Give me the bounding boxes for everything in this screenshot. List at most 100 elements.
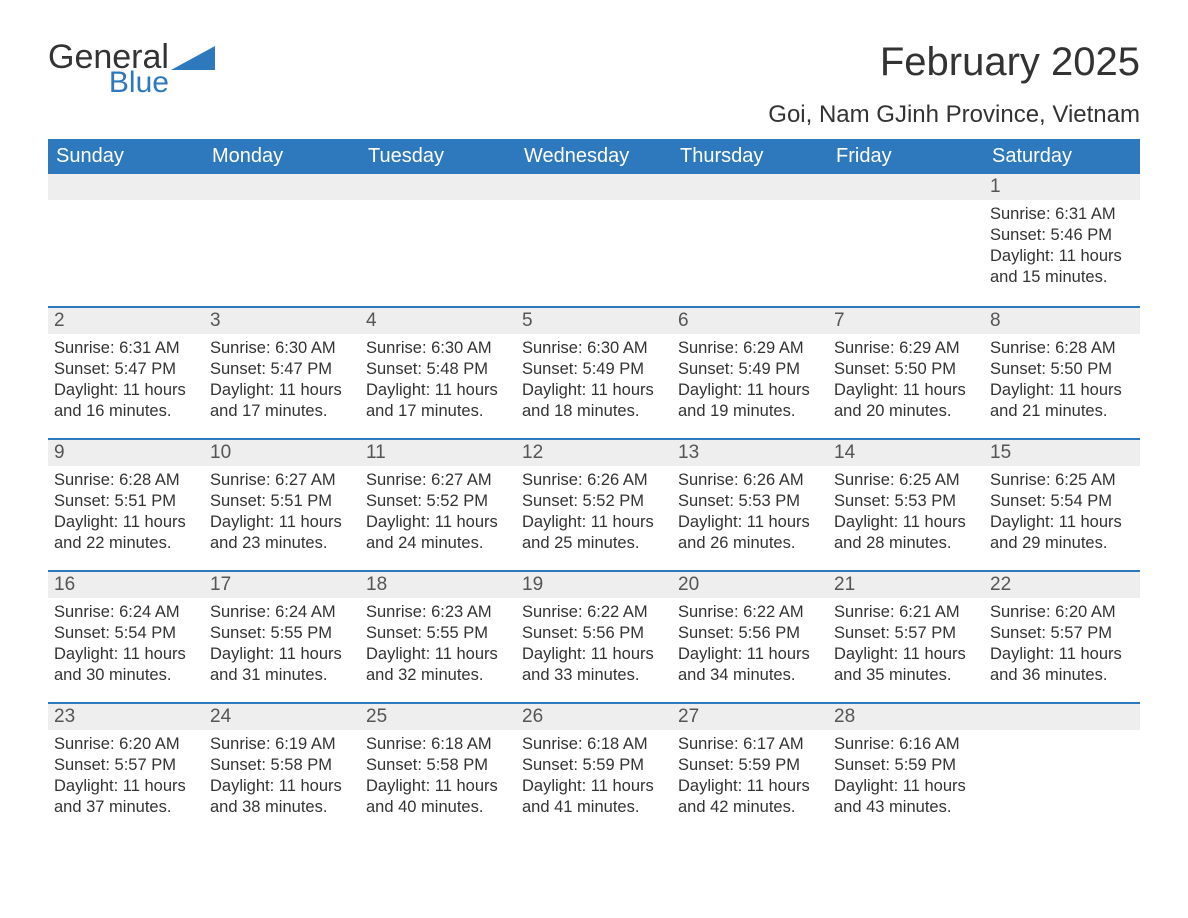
daylight-text: Daylight: 11 hours and 16 minutes. xyxy=(54,380,198,422)
calendar-header-cell: Saturday xyxy=(984,139,1140,174)
calendar-day: 2Sunrise: 6:31 AMSunset: 5:47 PMDaylight… xyxy=(48,308,204,438)
sunrise-text: Sunrise: 6:18 AM xyxy=(366,734,510,755)
sunset-text: Sunset: 5:58 PM xyxy=(210,755,354,776)
sunrise-text: Sunrise: 6:29 AM xyxy=(678,338,822,359)
calendar-day: 7Sunrise: 6:29 AMSunset: 5:50 PMDaylight… xyxy=(828,308,984,438)
day-number: 3 xyxy=(204,308,360,334)
day-body: Sunrise: 6:31 AMSunset: 5:46 PMDaylight:… xyxy=(984,200,1140,294)
sunrise-text: Sunrise: 6:27 AM xyxy=(366,470,510,491)
sunrise-text: Sunrise: 6:20 AM xyxy=(54,734,198,755)
page-header: General Blue February 2025 Goi, Nam GJin… xyxy=(48,40,1140,129)
calendar-day: 9Sunrise: 6:28 AMSunset: 5:51 PMDaylight… xyxy=(48,440,204,570)
sunset-text: Sunset: 5:53 PM xyxy=(834,491,978,512)
sunrise-text: Sunrise: 6:27 AM xyxy=(210,470,354,491)
daylight-text: Daylight: 11 hours and 28 minutes. xyxy=(834,512,978,554)
sunset-text: Sunset: 5:53 PM xyxy=(678,491,822,512)
flag-icon xyxy=(171,46,215,70)
day-number: 25 xyxy=(360,704,516,730)
calendar-day xyxy=(204,174,360,306)
day-number: 8 xyxy=(984,308,1140,334)
calendar-day: 20Sunrise: 6:22 AMSunset: 5:56 PMDayligh… xyxy=(672,572,828,702)
calendar-day: 23Sunrise: 6:20 AMSunset: 5:57 PMDayligh… xyxy=(48,704,204,834)
sunrise-text: Sunrise: 6:25 AM xyxy=(990,470,1134,491)
calendar-header-cell: Thursday xyxy=(672,139,828,174)
day-body: Sunrise: 6:17 AMSunset: 5:59 PMDaylight:… xyxy=(672,730,828,824)
logo: General Blue xyxy=(48,40,215,98)
sunset-text: Sunset: 5:55 PM xyxy=(210,623,354,644)
calendar-header-cell: Friday xyxy=(828,139,984,174)
sunrise-text: Sunrise: 6:30 AM xyxy=(210,338,354,359)
daylight-text: Daylight: 11 hours and 24 minutes. xyxy=(366,512,510,554)
sunrise-text: Sunrise: 6:30 AM xyxy=(366,338,510,359)
daylight-text: Daylight: 11 hours and 38 minutes. xyxy=(210,776,354,818)
calendar-day: 5Sunrise: 6:30 AMSunset: 5:49 PMDaylight… xyxy=(516,308,672,438)
calendar-header-cell: Tuesday xyxy=(360,139,516,174)
day-body xyxy=(360,200,516,210)
day-body: Sunrise: 6:30 AMSunset: 5:47 PMDaylight:… xyxy=(204,334,360,428)
day-number: 21 xyxy=(828,572,984,598)
sunset-text: Sunset: 5:50 PM xyxy=(990,359,1134,380)
day-number: 7 xyxy=(828,308,984,334)
sunrise-text: Sunrise: 6:25 AM xyxy=(834,470,978,491)
sunset-text: Sunset: 5:52 PM xyxy=(366,491,510,512)
calendar-header-row: SundayMondayTuesdayWednesdayThursdayFrid… xyxy=(48,139,1140,174)
location-subtitle: Goi, Nam GJinh Province, Vietnam xyxy=(768,101,1140,129)
calendar-day: 21Sunrise: 6:21 AMSunset: 5:57 PMDayligh… xyxy=(828,572,984,702)
day-number xyxy=(360,174,516,200)
day-body xyxy=(204,200,360,210)
day-number: 11 xyxy=(360,440,516,466)
sunrise-text: Sunrise: 6:17 AM xyxy=(678,734,822,755)
sunset-text: Sunset: 5:56 PM xyxy=(522,623,666,644)
calendar-day: 22Sunrise: 6:20 AMSunset: 5:57 PMDayligh… xyxy=(984,572,1140,702)
day-body: Sunrise: 6:24 AMSunset: 5:54 PMDaylight:… xyxy=(48,598,204,692)
title-block: February 2025 Goi, Nam GJinh Province, V… xyxy=(768,40,1140,129)
daylight-text: Daylight: 11 hours and 36 minutes. xyxy=(990,644,1134,686)
day-number: 27 xyxy=(672,704,828,730)
day-body: Sunrise: 6:19 AMSunset: 5:58 PMDaylight:… xyxy=(204,730,360,824)
calendar-week: 16Sunrise: 6:24 AMSunset: 5:54 PMDayligh… xyxy=(48,570,1140,702)
day-number xyxy=(984,704,1140,730)
page-title: February 2025 xyxy=(768,40,1140,85)
calendar-day: 12Sunrise: 6:26 AMSunset: 5:52 PMDayligh… xyxy=(516,440,672,570)
calendar-day: 19Sunrise: 6:22 AMSunset: 5:56 PMDayligh… xyxy=(516,572,672,702)
day-number: 19 xyxy=(516,572,672,598)
daylight-text: Daylight: 11 hours and 18 minutes. xyxy=(522,380,666,422)
day-body xyxy=(516,200,672,210)
daylight-text: Daylight: 11 hours and 21 minutes. xyxy=(990,380,1134,422)
day-number: 15 xyxy=(984,440,1140,466)
sunset-text: Sunset: 5:46 PM xyxy=(990,225,1134,246)
calendar-header-cell: Sunday xyxy=(48,139,204,174)
calendar-day: 17Sunrise: 6:24 AMSunset: 5:55 PMDayligh… xyxy=(204,572,360,702)
day-number xyxy=(204,174,360,200)
sunrise-text: Sunrise: 6:24 AM xyxy=(54,602,198,623)
sunset-text: Sunset: 5:55 PM xyxy=(366,623,510,644)
sunset-text: Sunset: 5:51 PM xyxy=(210,491,354,512)
day-body: Sunrise: 6:24 AMSunset: 5:55 PMDaylight:… xyxy=(204,598,360,692)
day-number: 23 xyxy=(48,704,204,730)
day-number xyxy=(828,174,984,200)
sunset-text: Sunset: 5:54 PM xyxy=(54,623,198,644)
day-body xyxy=(984,730,1140,740)
day-body: Sunrise: 6:25 AMSunset: 5:54 PMDaylight:… xyxy=(984,466,1140,560)
day-body: Sunrise: 6:31 AMSunset: 5:47 PMDaylight:… xyxy=(48,334,204,428)
day-body: Sunrise: 6:21 AMSunset: 5:57 PMDaylight:… xyxy=(828,598,984,692)
day-body: Sunrise: 6:25 AMSunset: 5:53 PMDaylight:… xyxy=(828,466,984,560)
sunset-text: Sunset: 5:50 PM xyxy=(834,359,978,380)
calendar-week: 2Sunrise: 6:31 AMSunset: 5:47 PMDaylight… xyxy=(48,306,1140,438)
calendar-day xyxy=(48,174,204,306)
day-number: 18 xyxy=(360,572,516,598)
day-number: 2 xyxy=(48,308,204,334)
day-body: Sunrise: 6:28 AMSunset: 5:51 PMDaylight:… xyxy=(48,466,204,560)
sunset-text: Sunset: 5:57 PM xyxy=(834,623,978,644)
daylight-text: Daylight: 11 hours and 40 minutes. xyxy=(366,776,510,818)
sunset-text: Sunset: 5:54 PM xyxy=(990,491,1134,512)
day-body xyxy=(672,200,828,210)
calendar-day: 16Sunrise: 6:24 AMSunset: 5:54 PMDayligh… xyxy=(48,572,204,702)
sunrise-text: Sunrise: 6:30 AM xyxy=(522,338,666,359)
calendar-day: 4Sunrise: 6:30 AMSunset: 5:48 PMDaylight… xyxy=(360,308,516,438)
calendar-day: 13Sunrise: 6:26 AMSunset: 5:53 PMDayligh… xyxy=(672,440,828,570)
sunset-text: Sunset: 5:52 PM xyxy=(522,491,666,512)
sunset-text: Sunset: 5:57 PM xyxy=(54,755,198,776)
sunrise-text: Sunrise: 6:29 AM xyxy=(834,338,978,359)
sunrise-text: Sunrise: 6:28 AM xyxy=(54,470,198,491)
